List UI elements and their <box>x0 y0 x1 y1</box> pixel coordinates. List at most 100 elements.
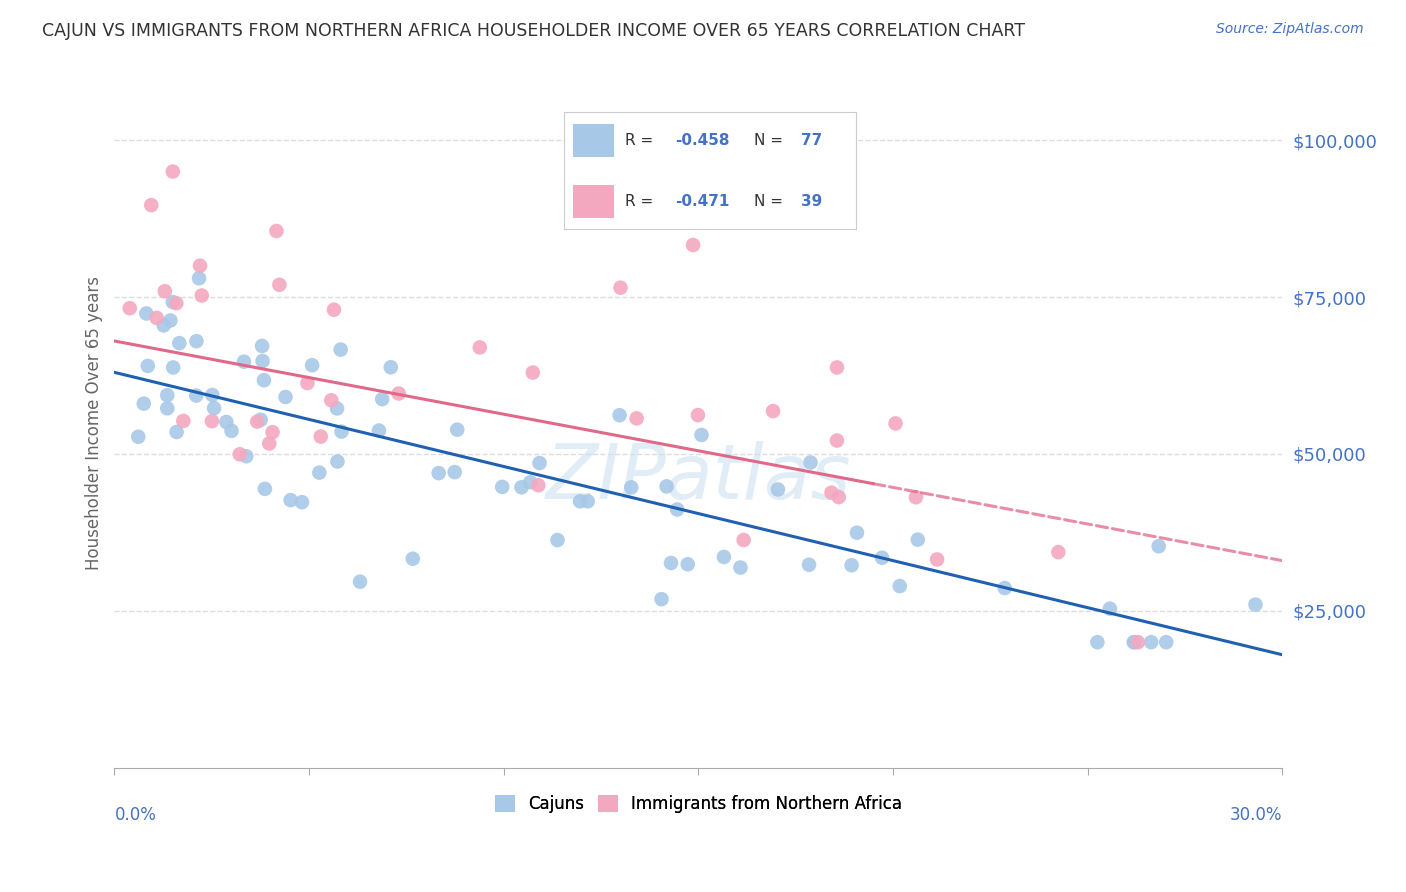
Point <box>651 592 673 607</box>
Point <box>330 425 353 439</box>
Point <box>547 533 569 547</box>
Point <box>730 560 752 574</box>
Point <box>676 558 699 572</box>
Point <box>201 388 224 402</box>
Point <box>329 343 352 357</box>
Point <box>291 495 314 509</box>
Point <box>262 425 284 439</box>
Point <box>797 558 820 572</box>
Point <box>162 164 184 178</box>
Point <box>215 415 238 429</box>
Point <box>468 340 491 354</box>
Point <box>686 408 709 422</box>
Point <box>188 259 211 273</box>
Point <box>682 238 704 252</box>
Point <box>186 388 208 402</box>
Point <box>527 478 550 492</box>
Point <box>529 456 551 470</box>
Point <box>825 434 848 448</box>
Point <box>169 336 191 351</box>
Point <box>235 449 257 463</box>
Point <box>994 581 1017 595</box>
Point <box>191 288 214 302</box>
Point <box>889 579 911 593</box>
Point <box>820 485 842 500</box>
Point <box>666 502 689 516</box>
Text: 0.0%: 0.0% <box>114 805 156 823</box>
Point <box>153 284 176 298</box>
Point <box>301 358 323 372</box>
Point <box>253 373 276 387</box>
Point <box>266 224 288 238</box>
Point <box>371 392 394 406</box>
Point <box>132 396 155 410</box>
Point <box>1087 635 1109 649</box>
Point <box>141 198 163 212</box>
Point <box>309 429 332 443</box>
Point <box>1147 539 1170 553</box>
Point <box>172 414 194 428</box>
Point <box>609 408 631 422</box>
Point <box>402 551 425 566</box>
Point <box>259 436 281 450</box>
Point <box>569 494 592 508</box>
Point <box>522 366 544 380</box>
Point <box>1140 635 1163 649</box>
Point <box>233 354 256 368</box>
Point <box>368 424 391 438</box>
Y-axis label: Householder Income Over 65 years: Householder Income Over 65 years <box>86 276 103 570</box>
Point <box>1047 545 1070 559</box>
Point <box>253 482 276 496</box>
Point <box>202 401 225 416</box>
Point <box>166 425 188 439</box>
Point <box>443 465 465 479</box>
Point <box>201 414 224 428</box>
Point <box>308 466 330 480</box>
Point <box>491 480 513 494</box>
Point <box>1244 598 1267 612</box>
Point <box>326 454 349 468</box>
Point <box>250 339 273 353</box>
Point <box>326 401 349 416</box>
Point <box>145 310 167 325</box>
Point <box>135 306 157 320</box>
Point <box>846 525 869 540</box>
Point <box>659 556 682 570</box>
Point <box>249 413 271 427</box>
Point <box>152 318 174 333</box>
Point <box>446 423 468 437</box>
Point <box>156 401 179 416</box>
Point <box>118 301 141 316</box>
Point <box>609 280 631 294</box>
Point <box>766 483 789 497</box>
Point <box>870 550 893 565</box>
Point <box>799 456 821 470</box>
Point <box>297 376 319 390</box>
Point <box>1122 635 1144 649</box>
Point <box>188 271 211 285</box>
Point <box>274 390 297 404</box>
Point <box>380 360 402 375</box>
Point <box>1154 635 1177 649</box>
Point <box>828 490 851 504</box>
Point <box>690 428 713 442</box>
Point <box>841 558 863 573</box>
Point <box>323 302 346 317</box>
Point <box>165 296 187 310</box>
Point <box>136 359 159 373</box>
Point <box>519 475 541 490</box>
Point <box>733 533 755 547</box>
Point <box>186 334 208 348</box>
Point <box>510 480 533 494</box>
Text: 30.0%: 30.0% <box>1230 805 1282 823</box>
Point <box>655 479 678 493</box>
Point <box>762 404 785 418</box>
Point <box>907 533 929 547</box>
Text: CAJUN VS IMMIGRANTS FROM NORTHERN AFRICA HOUSEHOLDER INCOME OVER 65 YEARS CORREL: CAJUN VS IMMIGRANTS FROM NORTHERN AFRICA… <box>42 22 1025 40</box>
Point <box>1098 601 1121 615</box>
Point <box>576 494 599 508</box>
Point <box>904 490 927 504</box>
Text: Source: ZipAtlas.com: Source: ZipAtlas.com <box>1216 22 1364 37</box>
Point <box>626 411 648 425</box>
Text: ZIPatlas: ZIPatlas <box>546 441 851 515</box>
